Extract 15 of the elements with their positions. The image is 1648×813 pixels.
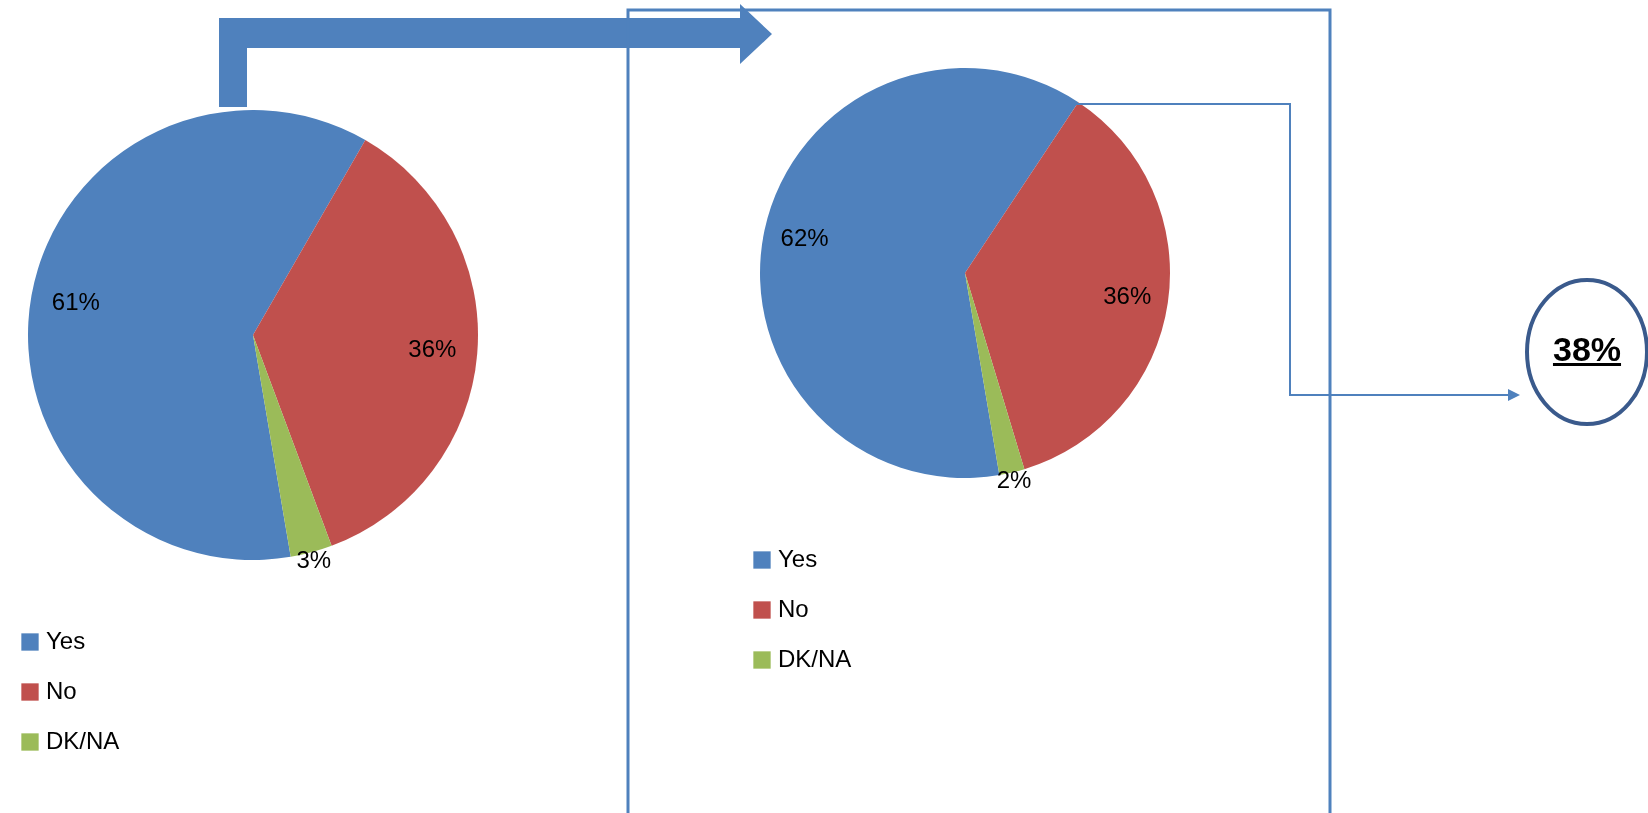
data-label: 62% <box>780 224 829 252</box>
legend-label: Yes <box>46 627 86 654</box>
data-label: 36% <box>408 334 457 362</box>
legend-label: DK/NA <box>778 645 852 672</box>
data-label: 36% <box>1103 281 1152 309</box>
data-label: 2% <box>996 466 1032 494</box>
text: 38% <box>1551 330 1623 369</box>
legend-label: DK/NA <box>46 727 120 754</box>
legend-label: No <box>778 595 809 622</box>
pie-slice <box>253 140 478 546</box>
legend-label: Yes <box>778 545 818 572</box>
data-label: 3% <box>296 545 332 573</box>
pie-slice <box>965 102 1170 470</box>
data-label: 61% <box>51 288 100 316</box>
legend-label: No <box>46 677 77 704</box>
